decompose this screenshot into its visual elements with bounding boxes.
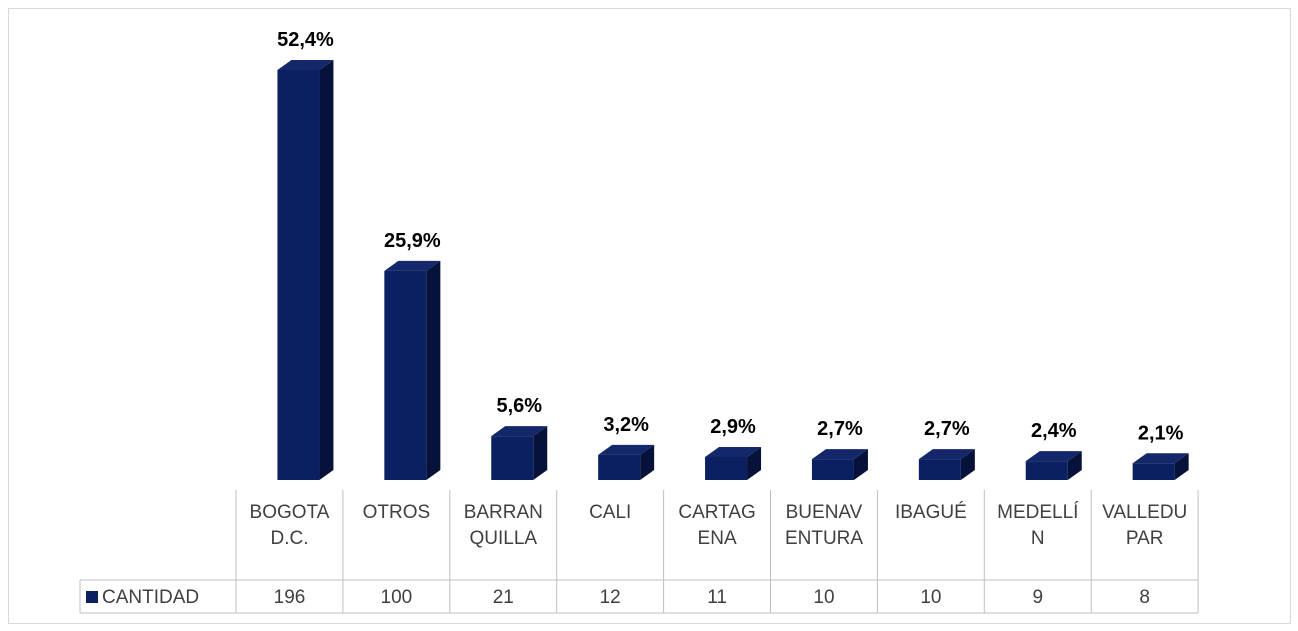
legend-entry: CANTIDAD (86, 583, 199, 613)
data-label: 25,9% (384, 230, 441, 252)
bar (491, 426, 548, 480)
bar-side (853, 449, 868, 480)
bar-top (491, 426, 548, 437)
bar-side (640, 444, 655, 480)
data-label: 2,7% (924, 418, 970, 440)
bar-side (1067, 451, 1082, 480)
legend-swatch (86, 591, 98, 603)
bar (811, 449, 868, 480)
bar-front (384, 270, 427, 480)
bar-top (277, 60, 334, 70)
data-label: 3,2% (603, 414, 649, 436)
table-value: 10 (920, 587, 942, 608)
table-value: 12 (599, 587, 621, 608)
category-label: BUENAVENTURA (784, 502, 864, 549)
bar-front (598, 454, 641, 480)
table-value: 100 (380, 587, 413, 608)
bar (1025, 451, 1082, 480)
table-value: 9 (1032, 587, 1044, 608)
bar-side (960, 449, 975, 480)
bar (277, 60, 334, 480)
data-label: 52,4% (277, 29, 334, 51)
bar-front (491, 436, 534, 480)
bar-top (705, 446, 762, 457)
bar-top (918, 449, 975, 460)
bar-side (747, 446, 762, 480)
bar-front (705, 456, 748, 480)
table-value: 8 (1139, 587, 1150, 608)
category-label: MEDELLÍN (997, 502, 1079, 549)
bar (1132, 453, 1189, 480)
data-label: 2,1% (1138, 422, 1184, 444)
data-label: 2,9% (710, 416, 756, 438)
category-label: CARTAGENA (678, 502, 756, 549)
data-label: 5,6% (496, 395, 542, 417)
bar-top (1025, 451, 1082, 462)
bar (598, 444, 655, 480)
category-label: OTROS (362, 502, 431, 523)
table-value: 21 (492, 587, 514, 608)
bar-side (426, 260, 441, 480)
category-label: BOGOTA D.C. (249, 502, 330, 549)
category-label: IBAGUÉ (894, 502, 967, 523)
bar-side (533, 426, 548, 480)
bar (918, 449, 975, 480)
bar-front (1132, 463, 1175, 480)
data-label: 2,7% (817, 418, 863, 440)
data-label: 2,4% (1031, 420, 1077, 442)
bar-top (1132, 453, 1189, 464)
bar-top (384, 260, 441, 271)
bar-front (1025, 461, 1068, 480)
category-label: VALLEDUPAR (1102, 502, 1188, 549)
bar-side (1174, 453, 1189, 480)
category-label: CALI (589, 502, 632, 523)
bar-side (319, 60, 334, 480)
bar (705, 446, 762, 480)
legend-label: CANTIDAD (102, 587, 200, 608)
bar-front (918, 459, 961, 480)
table-value: 11 (707, 587, 727, 608)
category-label: BARRANQUILLA (463, 502, 543, 549)
bar-top (598, 444, 655, 455)
table-value: 196 (273, 587, 306, 608)
table-value: 10 (813, 587, 835, 608)
bar (384, 260, 441, 480)
chart-frame (8, 8, 1291, 624)
bar-top (811, 449, 868, 460)
bar-front (277, 70, 320, 480)
bar-front (811, 459, 854, 480)
